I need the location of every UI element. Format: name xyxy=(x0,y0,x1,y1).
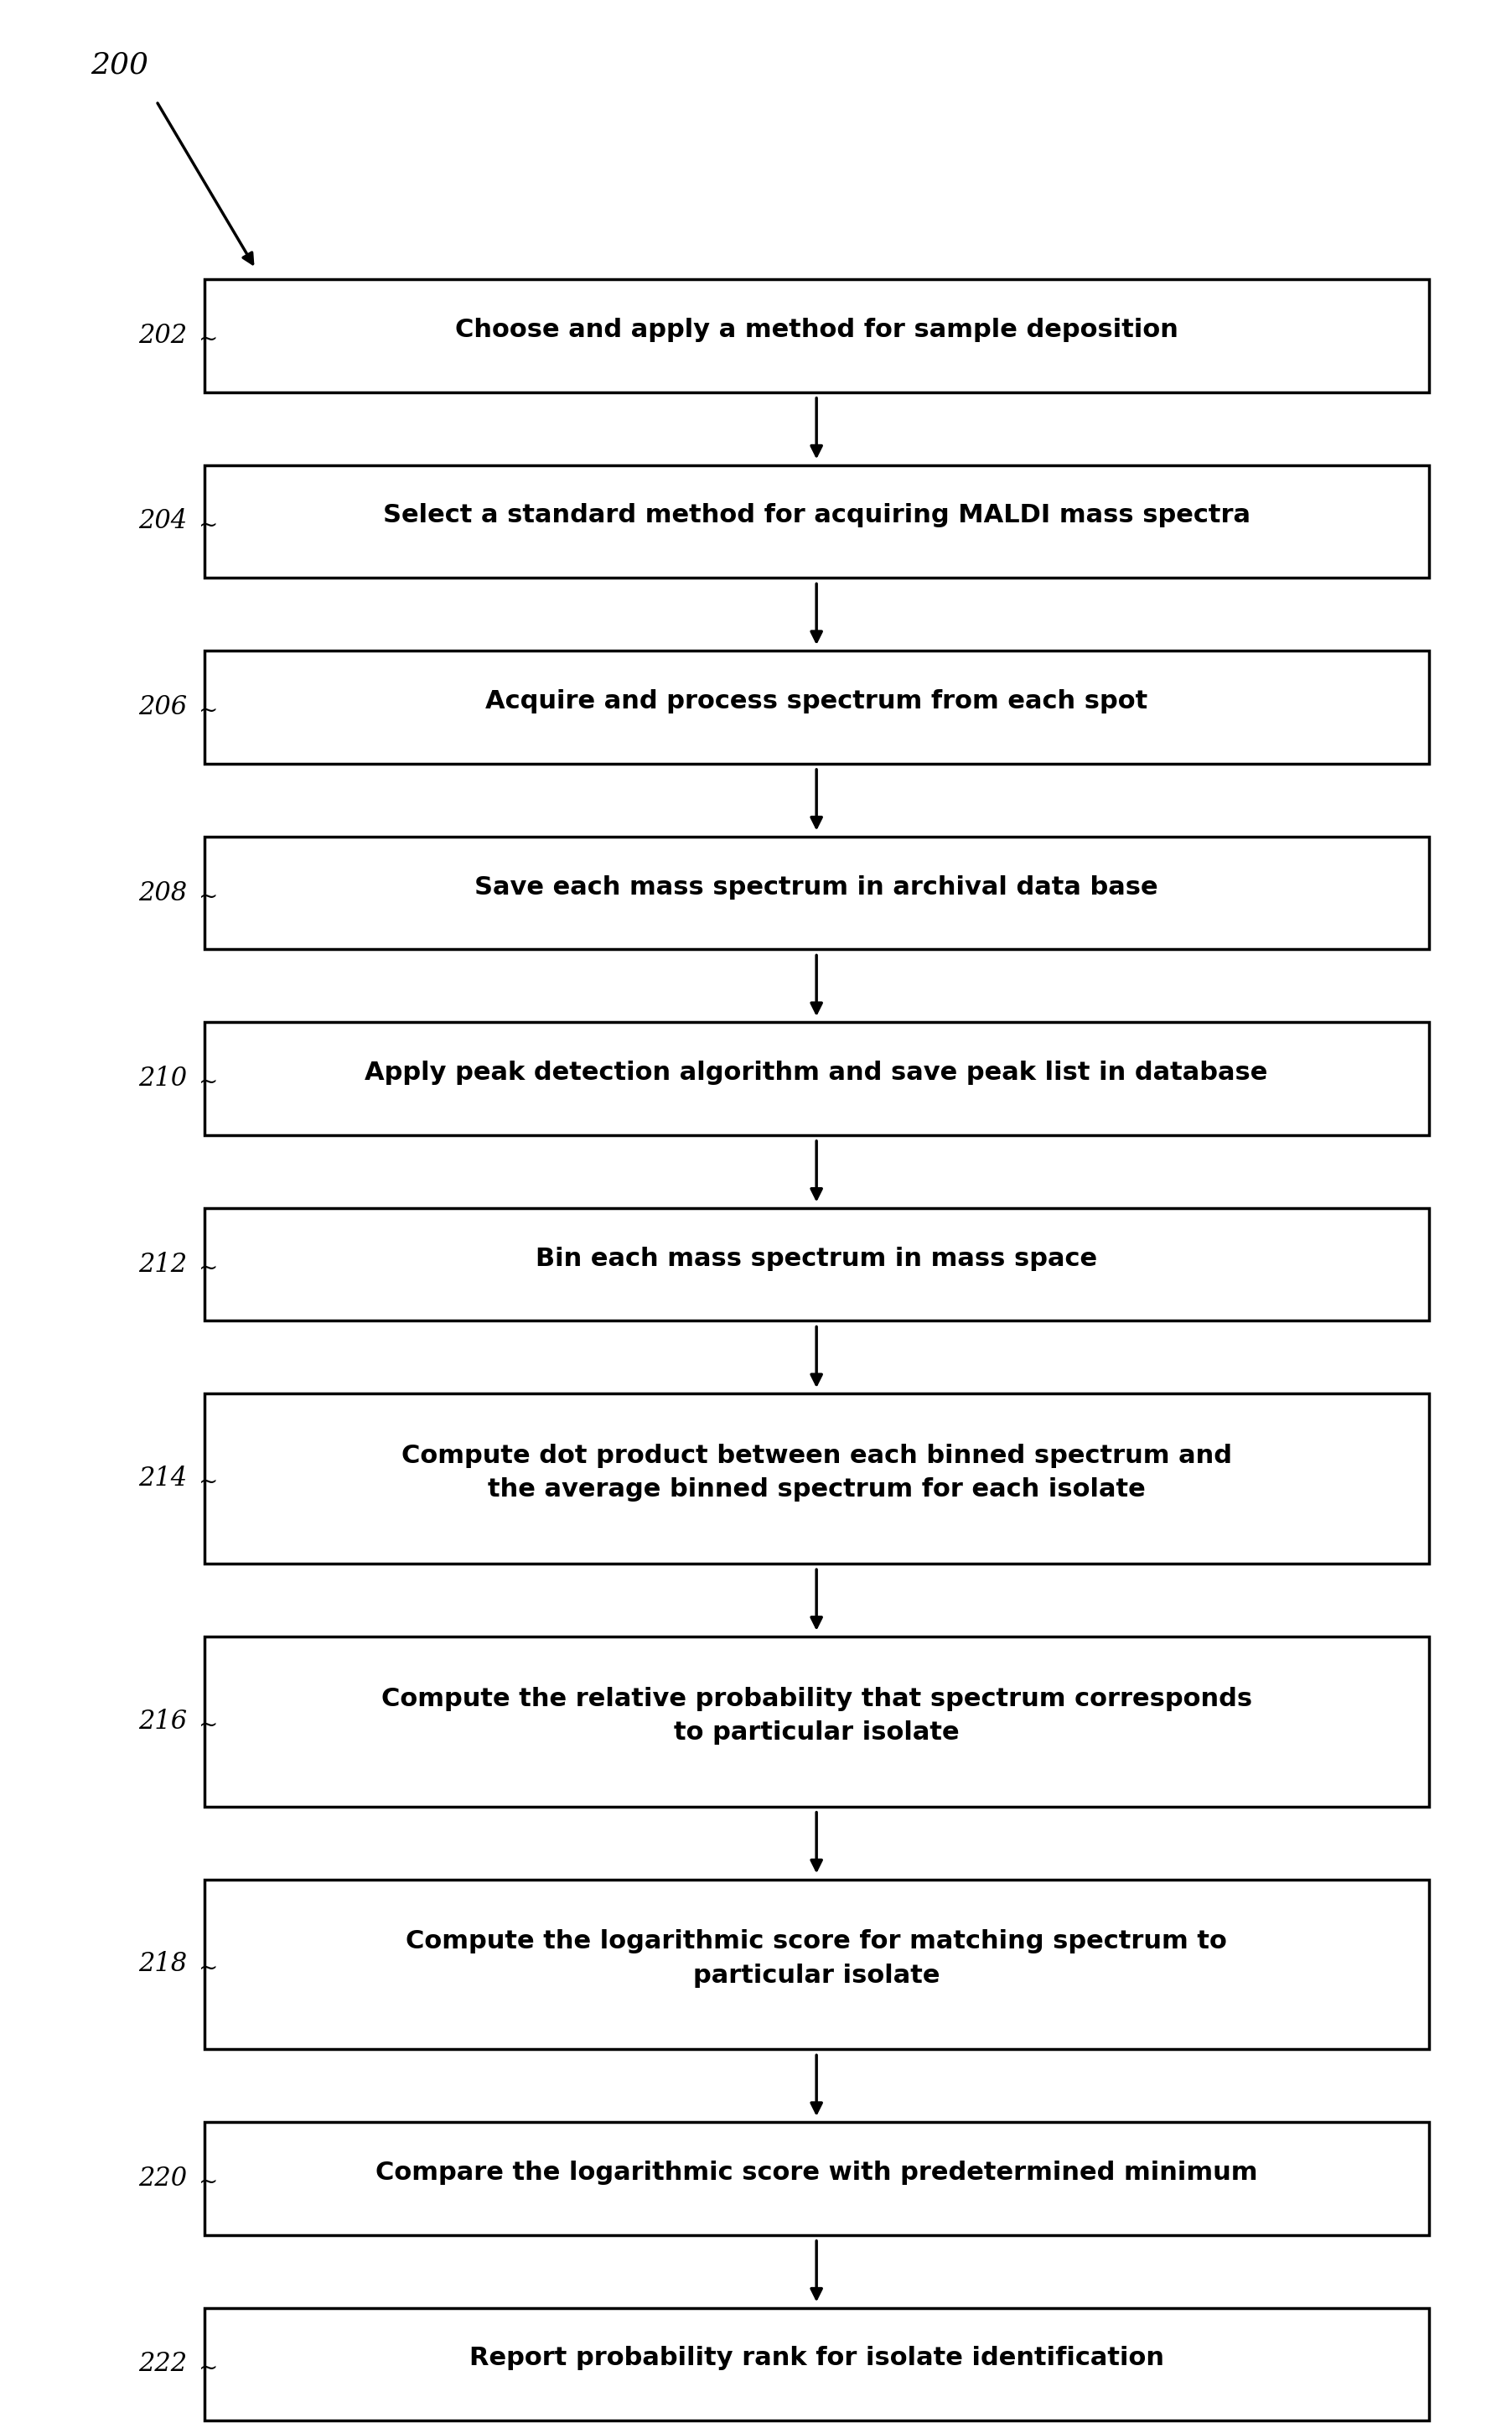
Text: Compute the logarithmic score for matching spectrum to
particular isolate: Compute the logarithmic score for matchi… xyxy=(405,1930,1228,1989)
Text: 200: 200 xyxy=(91,51,148,80)
Text: ~: ~ xyxy=(198,328,218,352)
Text: 204: 204 xyxy=(139,507,187,534)
Bar xyxy=(204,2122,1429,2234)
Text: 214: 214 xyxy=(139,1467,187,1491)
Text: ~: ~ xyxy=(198,1071,218,1095)
Text: ~: ~ xyxy=(198,2171,218,2195)
Text: Report probability rank for isolate identification: Report probability rank for isolate iden… xyxy=(469,2345,1164,2370)
Text: 202: 202 xyxy=(139,323,187,350)
Bar xyxy=(204,1022,1429,1136)
Polygon shape xyxy=(204,1551,1429,1564)
Text: Bin each mass spectrum in mass space: Bin each mass spectrum in mass space xyxy=(535,1246,1098,1270)
Text: 220: 220 xyxy=(139,2166,187,2192)
Text: ~: ~ xyxy=(198,1471,218,1493)
Polygon shape xyxy=(204,753,1429,762)
Bar xyxy=(204,2307,1429,2421)
Text: 216: 216 xyxy=(139,1709,187,1734)
Text: Select a standard method for acquiring MALDI mass spectra: Select a standard method for acquiring M… xyxy=(383,503,1250,527)
Text: Compare the logarithmic score with predetermined minimum: Compare the logarithmic score with prede… xyxy=(375,2161,1258,2185)
Bar xyxy=(204,1879,1429,2049)
Text: ~: ~ xyxy=(198,515,218,537)
Text: 222: 222 xyxy=(139,2350,187,2377)
Text: ~: ~ xyxy=(198,1957,218,1979)
Text: Choose and apply a method for sample deposition: Choose and apply a method for sample dep… xyxy=(455,318,1178,342)
Polygon shape xyxy=(204,2224,1429,2234)
Polygon shape xyxy=(204,2409,1429,2421)
Polygon shape xyxy=(204,566,1429,578)
Bar xyxy=(204,651,1429,762)
Bar xyxy=(204,1394,1429,1564)
Bar xyxy=(204,279,1429,393)
Text: Apply peak detection algorithm and save peak list in database: Apply peak detection algorithm and save … xyxy=(364,1061,1269,1085)
Polygon shape xyxy=(204,381,1429,393)
Text: ~: ~ xyxy=(198,1714,218,1736)
Text: Compute dot product between each binned spectrum and
the average binned spectrum: Compute dot product between each binned … xyxy=(401,1445,1232,1503)
Text: 206: 206 xyxy=(139,694,187,721)
Text: Acquire and process spectrum from each spot: Acquire and process spectrum from each s… xyxy=(485,690,1148,714)
Polygon shape xyxy=(204,1309,1429,1321)
Text: 208: 208 xyxy=(139,879,187,906)
Bar xyxy=(204,1636,1429,1806)
Text: ~: ~ xyxy=(198,2358,218,2379)
Bar xyxy=(204,1207,1429,1321)
Bar xyxy=(204,466,1429,578)
Text: ~: ~ xyxy=(198,699,218,724)
Text: Save each mass spectrum in archival data base: Save each mass spectrum in archival data… xyxy=(475,874,1158,898)
Polygon shape xyxy=(204,937,1429,949)
Text: 210: 210 xyxy=(139,1066,187,1093)
Text: 212: 212 xyxy=(139,1250,187,1277)
Text: 218: 218 xyxy=(139,1952,187,1976)
Text: Compute the relative probability that spectrum corresponds
to particular isolate: Compute the relative probability that sp… xyxy=(381,1687,1252,1746)
Polygon shape xyxy=(204,1124,1429,1136)
Text: ~: ~ xyxy=(198,1258,218,1280)
Text: ~: ~ xyxy=(198,886,218,908)
Bar xyxy=(204,835,1429,949)
Polygon shape xyxy=(204,1794,1429,1806)
Polygon shape xyxy=(204,2037,1429,2049)
